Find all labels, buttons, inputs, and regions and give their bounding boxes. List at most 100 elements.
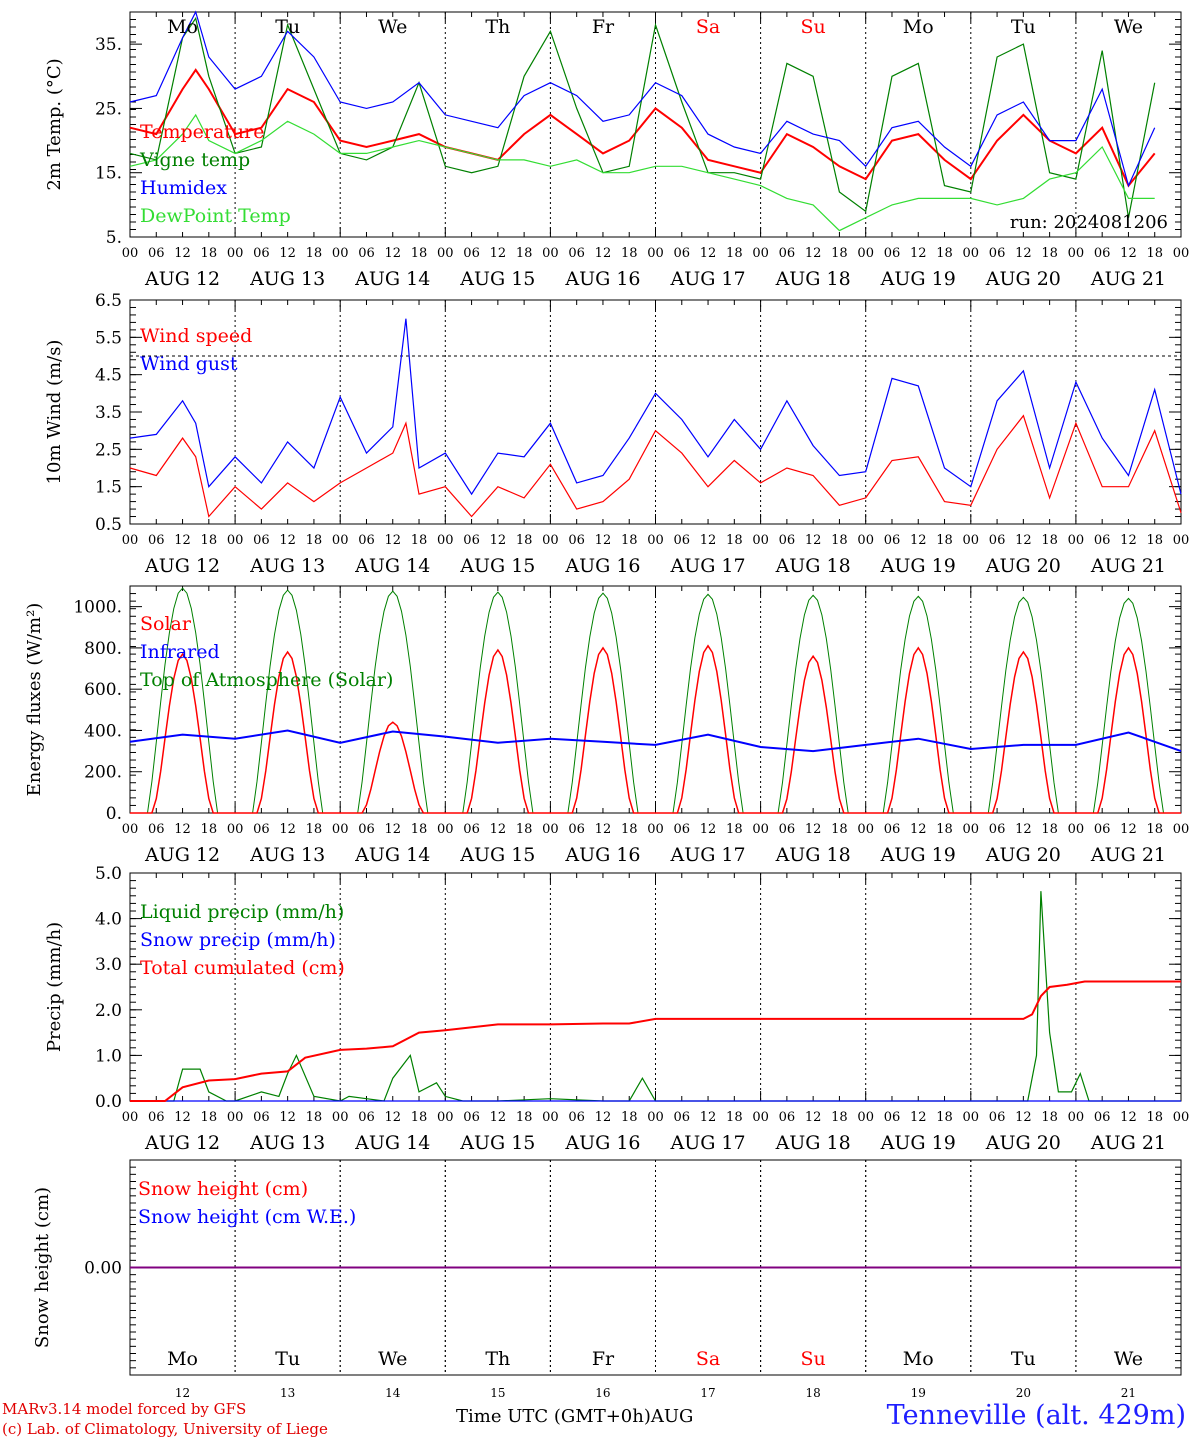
- x-hour-label: 18: [621, 1110, 638, 1125]
- y-tick-label: 0.: [106, 804, 122, 824]
- x-hour-label: 00: [1068, 533, 1085, 548]
- x-hour-label: 00: [647, 533, 664, 548]
- x-hour-label: 00: [752, 822, 769, 837]
- legend-entry: Humidex: [140, 177, 227, 199]
- x-hour-label: 00: [122, 533, 139, 548]
- x-hour-label: 06: [463, 533, 480, 548]
- series-wind-speed: [129, 414, 1182, 518]
- day-name: Mo: [903, 1348, 934, 1370]
- y-tick-label: 25.: [95, 99, 122, 119]
- x-hour-label: 00: [752, 246, 769, 261]
- x-hour-label: 06: [674, 533, 691, 548]
- x-hour-label: 18: [201, 533, 218, 548]
- x-hour-label: 18: [516, 246, 533, 261]
- x-hour-label: 18: [411, 1110, 428, 1125]
- y-tick-label: 0.0: [95, 1092, 122, 1112]
- x-hour-label: 00: [1173, 822, 1190, 837]
- x-hour-label: 06: [568, 822, 585, 837]
- y-axis-label: Snow height (cm): [32, 1187, 53, 1348]
- day-name: We: [1114, 16, 1143, 38]
- x-hour-label: 06: [358, 1110, 375, 1125]
- day-number: 16: [595, 1386, 610, 1400]
- x-date-label: AUG 19: [880, 555, 956, 577]
- x-hour-label: 18: [1041, 246, 1058, 261]
- y-tick-label: 600.: [84, 680, 122, 700]
- x-hour-label: 12: [384, 1110, 401, 1125]
- x-hour-label: 12: [1120, 822, 1137, 837]
- x-hour-label: 12: [174, 533, 191, 548]
- x-date-label: AUG 16: [564, 555, 640, 577]
- x-hour-label: 00: [122, 1110, 139, 1125]
- day-name: Sa: [696, 1348, 720, 1370]
- x-hour-label: 18: [831, 1110, 848, 1125]
- x-hour-label: 12: [805, 1110, 822, 1125]
- x-hour-label: 06: [358, 533, 375, 548]
- day-number: 17: [700, 1386, 715, 1400]
- x-hour-label: 00: [752, 1110, 769, 1125]
- day-name: Tu: [1011, 1348, 1036, 1370]
- day-number: 15: [490, 1386, 505, 1400]
- x-hour-label: 18: [306, 246, 323, 261]
- x-hour-label: 18: [1041, 1110, 1058, 1125]
- x-hour-label: 00: [647, 246, 664, 261]
- y-tick-label: 15.: [95, 164, 122, 184]
- x-hour-label: 12: [174, 1110, 191, 1125]
- x-date-label: AUG 12: [144, 844, 220, 866]
- x-hour-label: 12: [700, 246, 717, 261]
- y-tick-label: 6.5: [95, 291, 122, 311]
- x-hour-label: 00: [647, 822, 664, 837]
- x-hour-label: 12: [1120, 246, 1137, 261]
- x-hour-label: 00: [122, 246, 139, 261]
- x-hour-label: 06: [884, 822, 901, 837]
- x-hour-label: 18: [1146, 822, 1163, 837]
- day-name: Th: [485, 16, 510, 38]
- station-name: Tenneville (alt. 429m): [886, 1400, 1186, 1431]
- day-name: Tu: [275, 16, 300, 38]
- x-hour-label: 12: [1015, 533, 1032, 548]
- x-hour-label: 12: [279, 246, 296, 261]
- x-hour-label: 12: [279, 1110, 296, 1125]
- x-hour-label: 06: [568, 1110, 585, 1125]
- day-number: 18: [806, 1386, 821, 1400]
- solar-line: [130, 644, 1181, 814]
- x-date-label: AUG 14: [354, 1132, 430, 1154]
- x-hour-label: 00: [437, 822, 454, 837]
- x-hour-label: 18: [621, 822, 638, 837]
- x-hour-label: 12: [700, 1110, 717, 1125]
- x-date-label: AUG 18: [775, 844, 851, 866]
- day-name: Sa: [696, 16, 720, 38]
- legend-entry: Wind gust: [140, 353, 238, 375]
- x-date-label: AUG 13: [249, 1132, 325, 1154]
- x-hour-label: 18: [306, 1110, 323, 1125]
- x-hour-label: 06: [779, 822, 796, 837]
- x-hour-label: 00: [752, 533, 769, 548]
- x-hour-label: 12: [1015, 1110, 1032, 1125]
- x-hour-label: 06: [884, 533, 901, 548]
- x-date-label: AUG 18: [775, 1132, 851, 1154]
- x-date-label: AUG 20: [985, 268, 1061, 290]
- legend-entry: Snow height (cm W.E.): [138, 1206, 356, 1228]
- day-name: We: [1114, 1348, 1143, 1370]
- x-hour-label: 06: [884, 1110, 901, 1125]
- x-date-label: AUG 13: [249, 844, 325, 866]
- x-hour-label: 18: [1041, 822, 1058, 837]
- x-hour-label: 00: [332, 1110, 349, 1125]
- x-date-label: AUG 18: [775, 268, 851, 290]
- x-hour-label: 06: [1094, 246, 1111, 261]
- x-hour-label: 12: [279, 533, 296, 548]
- legend-entry: DewPoint Temp: [140, 205, 291, 227]
- x-hour-label: 18: [201, 822, 218, 837]
- y-tick-label: 3.5: [95, 403, 122, 423]
- series-wind-gust: [129, 318, 1182, 496]
- day-name: We: [378, 1348, 407, 1370]
- run-label: run: 2024081206: [1010, 212, 1168, 233]
- x-hour-label: 12: [384, 533, 401, 548]
- x-date-label: AUG 15: [459, 555, 535, 577]
- x-hour-label: 18: [621, 246, 638, 261]
- x-hour-label: 18: [621, 533, 638, 548]
- x-date-label: AUG 19: [880, 844, 956, 866]
- day-number: 20: [1016, 1386, 1031, 1400]
- x-hour-label: 00: [227, 533, 244, 548]
- y-tick-label: 5.: [106, 228, 122, 248]
- y-tick-label: 2.0: [95, 1001, 122, 1021]
